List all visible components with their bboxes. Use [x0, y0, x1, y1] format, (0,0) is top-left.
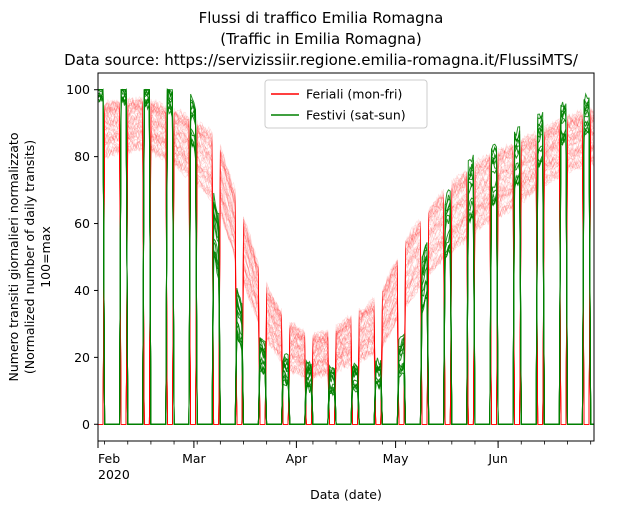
series-0-trace-47 [98, 96, 595, 425]
series-0-trace-31 [98, 139, 595, 425]
x-axis-label: Data (date) [310, 487, 382, 502]
series-0-trace-43 [98, 118, 595, 425]
series-0-trace-50 [98, 126, 595, 425]
series-0-trace-13 [98, 104, 595, 425]
y-tick-label-60: 60 [74, 216, 90, 231]
series-0-trace-40 [98, 112, 595, 425]
series-0-trace-30 [98, 126, 595, 425]
legend-label-feriali: Feriali (mon-fri) [306, 87, 402, 102]
series-0-trace-15 [98, 136, 595, 425]
series-0-trace-49 [98, 102, 595, 425]
series-0-trace-24 [98, 103, 595, 425]
y-tick-label-40: 40 [74, 283, 90, 298]
series-0-trace-9 [98, 141, 595, 425]
plot-frame [97, 72, 595, 442]
series-0-trace-11 [98, 99, 595, 425]
series-0-trace-48 [98, 96, 595, 425]
series-0-trace-6 [98, 102, 595, 425]
series-0-trace-25 [98, 106, 595, 425]
series-0-trace-23 [98, 117, 595, 425]
series-0-trace-4 [98, 115, 595, 425]
series-0-trace-36 [98, 100, 595, 425]
series-0-trace-53 [98, 116, 595, 425]
legend: Feriali (mon-fri) Festivi (sat-sun) [264, 79, 428, 129]
series-0-trace-29 [98, 115, 595, 425]
series-0-trace-39 [98, 133, 595, 425]
series-0-trace-18 [98, 138, 595, 425]
series-0-trace-27 [98, 123, 595, 425]
series-0-trace-41 [98, 106, 595, 425]
series-0-trace-59 [98, 104, 595, 425]
y-tick-label-100: 100 [66, 82, 90, 97]
series-0-trace-19 [98, 98, 595, 425]
series-1-trace-13 [97, 87, 594, 425]
series-0-trace-58 [98, 98, 595, 425]
series-0-trace-46 [98, 100, 595, 425]
series-0-trace-34 [98, 110, 595, 425]
series-0-trace-5 [98, 133, 595, 425]
series-0-trace-8 [98, 128, 595, 425]
x-tick-label-Apr: Apr [286, 451, 308, 466]
series-0-trace-32 [98, 132, 595, 425]
series-0-trace-52 [98, 139, 595, 425]
y-tick-label-0: 0 [82, 417, 90, 432]
series-0-trace-57 [98, 136, 595, 425]
series-0-trace-3 [98, 99, 595, 425]
series-0-trace-22 [98, 99, 595, 425]
series-0-trace-10 [98, 138, 595, 425]
legend-label-festivi: Festivi (sat-sun) [306, 108, 406, 123]
series-0-trace-42 [98, 104, 595, 425]
series-0-trace-33 [98, 130, 595, 425]
series-0-trace-2 [98, 104, 595, 425]
y-tick-label-80: 80 [74, 149, 90, 164]
series-0-trace-21 [98, 120, 595, 425]
series-0-trace-44 [98, 113, 595, 425]
chart-title-line-2: (Traffic in Emilia Romagna) [220, 30, 422, 48]
series-0-trace-35 [98, 140, 595, 425]
series-0-trace-54 [98, 105, 595, 425]
series-0-trace-56 [98, 127, 595, 425]
series-0-trace-28 [98, 142, 595, 425]
y-axis-label: Numero transiti giornalieri normalizzato… [6, 133, 53, 382]
x-tick-label-Feb: Feb [98, 451, 120, 466]
series-0-trace-0 [98, 112, 595, 425]
legend-box [264, 79, 428, 129]
series-0-trace-55 [98, 119, 595, 425]
series-0-trace-37 [98, 142, 595, 425]
x-tick-label-May: May [383, 451, 409, 466]
x-tick-sublabel-Feb: 2020 [98, 467, 130, 482]
series-0-trace-45 [98, 98, 595, 425]
x-tick-label-Jun: Jun [487, 451, 508, 466]
chart-title-line-1: Flussi di traffico Emilia Romagna [198, 9, 444, 27]
y-axis-label-line-2: (Normalized number of daily transits) [22, 140, 37, 374]
series-0-trace-17 [98, 113, 595, 425]
series-0-trace-1 [98, 124, 595, 425]
y-tick-label-20: 20 [74, 350, 90, 365]
y-axis-label-line-1: Numero transiti giornalieri normalizzato [6, 133, 21, 382]
series-0-trace-26 [98, 142, 595, 425]
series-0-trace-16 [98, 128, 595, 425]
series-0-trace-14 [98, 130, 595, 425]
y-axis-label-line-3: 100=max [38, 226, 53, 288]
series-0-trace-7 [98, 130, 595, 425]
x-tick-label-Mar: Mar [182, 451, 206, 466]
series-0-trace-12 [98, 124, 595, 425]
series-0-trace-20 [98, 119, 595, 425]
series-0-trace-38 [98, 112, 595, 425]
series-0-trace-51 [98, 97, 595, 425]
chart-title-line-3: Data source: https://servizissiir.region… [64, 51, 578, 69]
series-traces [97, 87, 595, 425]
